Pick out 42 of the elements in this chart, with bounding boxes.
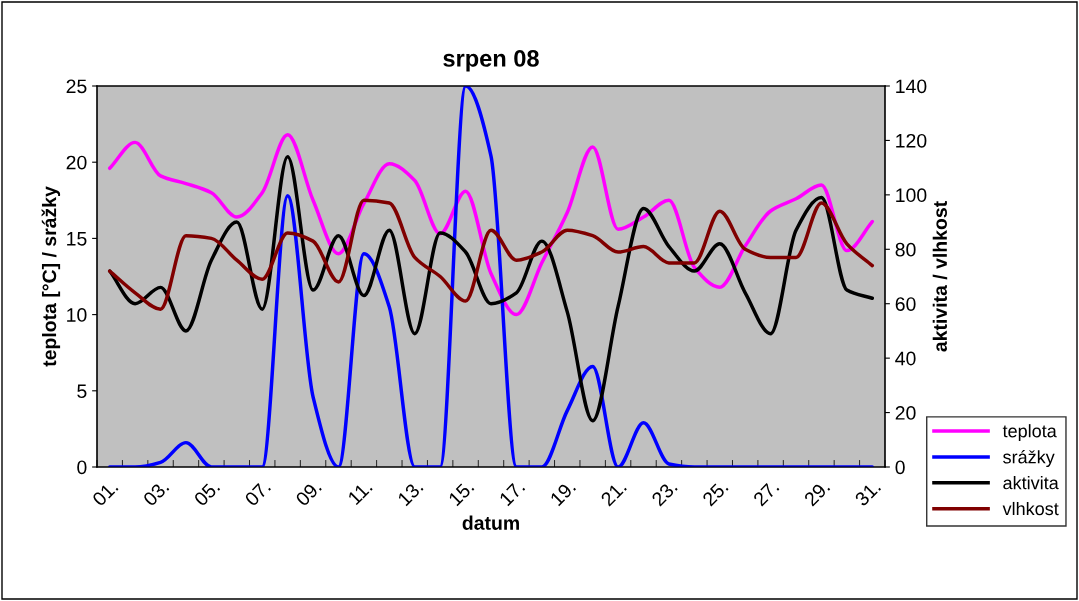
x-axis-title: datum: [462, 515, 519, 530]
line-series: [107, 86, 875, 467]
legend-label: srážky: [1003, 449, 1055, 468]
y2-tick-label: 20: [895, 406, 916, 420]
line-series: [107, 155, 875, 423]
y-tick-label: 20: [66, 155, 87, 170]
x-tick-label: 25.: [701, 479, 729, 507]
y2-axis-title: aktivita / vlhkost: [932, 201, 948, 352]
legend-label: vlhkost: [1002, 501, 1059, 516]
x-tick-label: 03.: [142, 479, 170, 507]
x-tick-label: 05.: [193, 479, 221, 507]
x-tick-label: 09.: [294, 479, 322, 507]
y-tick-label: 10: [67, 308, 87, 322]
y-axis-title: teplota [°C] / srážky: [41, 186, 61, 367]
x-tick-label: 27.: [752, 479, 780, 507]
legend-label: aktivita: [1003, 476, 1059, 490]
legend-label: teplota: [1002, 424, 1057, 441]
x-tick-label: 15.: [448, 479, 475, 507]
x-tick-label: 23.: [650, 479, 678, 507]
y-tick-label: 15: [67, 232, 87, 246]
y2-tick-label: 120: [896, 133, 927, 148]
y2-tick-label: 100: [896, 188, 927, 203]
x-tick-label: 19.: [549, 479, 577, 507]
chart-title: srpen 08: [443, 50, 539, 72]
x-tick-label: 01.: [91, 479, 119, 507]
y-tick-label: 0: [77, 460, 87, 475]
y-tick-label: 25: [66, 79, 87, 94]
x-tick-label: 31.: [854, 479, 882, 507]
x-tick-label: 17.: [498, 479, 526, 507]
x-tick-label: 21.: [600, 479, 627, 507]
y2-tick-label: 0: [895, 460, 905, 475]
line-series: [107, 198, 875, 311]
y2-tick-label: 140: [896, 79, 927, 94]
y2-tick-label: 60: [895, 297, 916, 311]
x-tick-label: 07.: [244, 479, 272, 507]
x-tick-label: 11.: [347, 479, 373, 506]
y-tick-label: 5: [77, 384, 87, 399]
y2-tick-label: 80: [895, 242, 916, 257]
x-tick-label: 13.: [397, 479, 424, 507]
x-tick-label: 29.: [803, 479, 831, 507]
y2-tick-label: 40: [895, 351, 916, 366]
line-series: [107, 133, 875, 317]
